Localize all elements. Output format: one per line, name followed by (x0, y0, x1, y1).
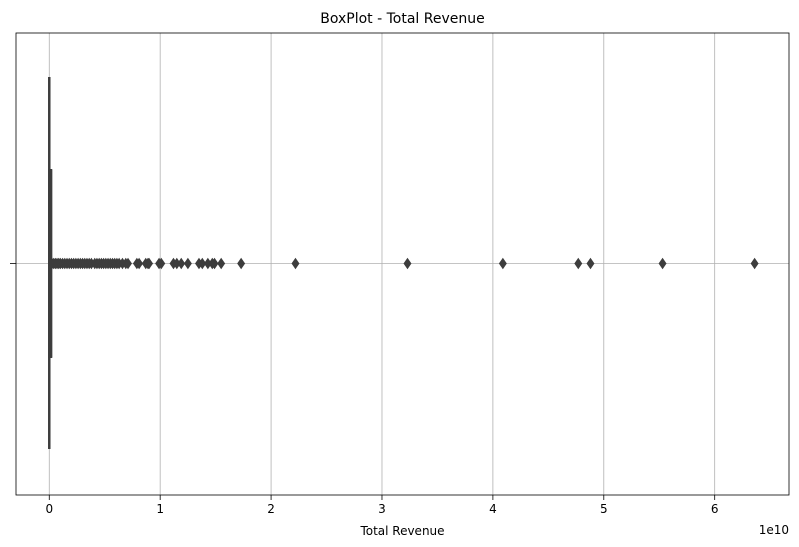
x-tick-label: 3 (378, 502, 386, 516)
outlier-point (574, 257, 583, 270)
outlier-point (210, 257, 219, 270)
outlier-point (658, 257, 667, 270)
x-axis-offset-label: 1e10 (759, 523, 789, 537)
outlier-point (183, 257, 192, 270)
outlier-point (237, 257, 246, 270)
x-tick-label: 0 (45, 502, 53, 516)
x-tick-label: 5 (600, 502, 608, 516)
outlier-point (177, 257, 186, 270)
outlier-point (157, 257, 166, 270)
outlier-point (403, 257, 412, 270)
outlier-point (124, 257, 132, 270)
grid-lines (16, 33, 789, 495)
outlier-point (198, 257, 207, 270)
outlier-points (48, 257, 759, 270)
x-tick-label: 1 (156, 502, 164, 516)
x-tick-label: 2 (267, 502, 275, 516)
plot-frame (15, 32, 790, 496)
outlier-point (586, 257, 595, 270)
x-axis-label: Total Revenue (359, 524, 444, 538)
outlier-point (217, 257, 226, 270)
outlier-point (750, 257, 759, 270)
outlier-point (135, 257, 144, 270)
outlier-point (291, 257, 300, 270)
chart-title: BoxPlot - Total Revenue (320, 11, 484, 27)
x-tick-label: 6 (711, 502, 719, 516)
x-axis-ticks: 0 1 2 3 4 5 6 (45, 495, 719, 516)
outlier-point (498, 257, 507, 270)
outlier-point (145, 257, 154, 270)
x-tick-label: 4 (489, 502, 497, 516)
